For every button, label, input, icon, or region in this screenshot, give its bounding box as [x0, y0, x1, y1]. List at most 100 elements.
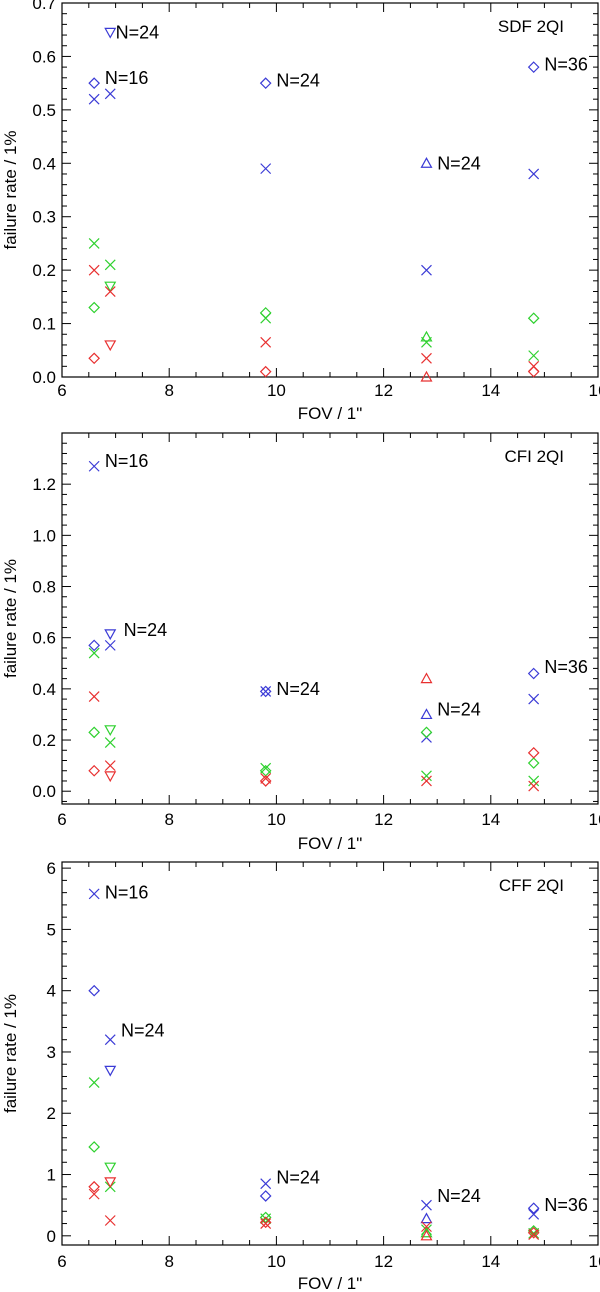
data-point-diamond-blue	[88, 984, 101, 997]
y-tick-label: 0.7	[32, 0, 56, 13]
plot-frame	[61, 432, 599, 805]
data-point-diamond-green	[420, 726, 433, 739]
data-point-triangle-down-green	[104, 1162, 117, 1174]
y-tick-label: 0.0	[32, 782, 56, 801]
data-point-x-blue	[421, 264, 432, 276]
data-point-x-red	[260, 772, 272, 784]
data-point-diamond-red	[259, 365, 272, 378]
data-point-x-red	[260, 1218, 272, 1229]
data-point-triangle-down-blue	[104, 27, 117, 39]
data-point-x-green	[421, 336, 432, 348]
data-point-diamond-red	[88, 1180, 101, 1193]
y-tick-label: 0.8	[32, 578, 56, 597]
data-point-diamond-blue	[527, 61, 540, 73]
n-annotation: N=24	[276, 679, 320, 699]
y-tick-label: 5	[47, 920, 56, 939]
data-point-x-red	[104, 286, 116, 297]
data-point-x-blue	[260, 685, 272, 697]
x-tick-label: 6	[57, 381, 66, 400]
x-tick-label: 10	[267, 381, 286, 400]
y-axis-title: failure rate / 1%	[1, 994, 20, 1113]
n-annotation: N=36	[544, 1195, 588, 1215]
data-point-diamond-blue	[259, 77, 272, 89]
data-point-x-green	[528, 350, 540, 362]
y-tick-label: 0.3	[32, 208, 56, 227]
y-tick-label: 0.5	[32, 101, 56, 120]
data-point-x-blue	[421, 1199, 432, 1211]
n-annotation: N=24	[437, 153, 481, 173]
n-annotation: N=24	[124, 620, 168, 640]
data-point-diamond-blue	[88, 77, 101, 89]
data-point-x-blue	[104, 639, 116, 651]
plot-frame	[61, 2, 599, 378]
chart-panel-1: 6 8 10 12 14 16 0.0 0.1 0.2 0.3 0.4 0.5 0.6 0.7 FOV / …	[1, 0, 600, 423]
y-axis-title: failure rate / 1%	[1, 130, 20, 249]
data-point-triangle-down-green	[104, 281, 117, 293]
y-tick-label: 0.6	[32, 47, 56, 66]
data-point-x-green	[88, 647, 100, 659]
n-annotation: N=24	[276, 70, 320, 90]
y-tick-label: 6	[47, 859, 56, 878]
data-point-diamond-blue	[527, 667, 540, 680]
x-tick-label: 12	[374, 1252, 393, 1271]
chart-panel-3: 68101214160123456FOV / 1"failure rate / …	[1, 859, 600, 1292]
n-annotation: N=24	[437, 1186, 481, 1206]
data-point-triangle-up-red	[420, 1229, 433, 1241]
data-point-diamond-blue	[259, 685, 272, 698]
n-annotation: N=24	[121, 1021, 165, 1041]
plot-frame	[61, 861, 599, 1246]
x-tick-label: 12	[374, 381, 393, 400]
n-annotation: N=16	[105, 883, 149, 903]
x-tick-label: 6	[57, 810, 66, 829]
data-point-triangle-up-blue	[420, 708, 433, 720]
data-point-x-green	[260, 312, 272, 324]
y-tick-label: 0.2	[32, 261, 56, 280]
data-point-diamond-green	[527, 312, 540, 325]
data-point-triangle-down-blue	[104, 1065, 117, 1077]
data-point-x-red	[104, 760, 116, 772]
data-point-x-red	[421, 775, 432, 787]
panel-title: CFI 2QI	[504, 447, 564, 466]
n-annotation: N=24	[276, 1168, 320, 1188]
data-point-diamond-red	[88, 352, 101, 365]
x-tick-label: 16	[589, 810, 600, 829]
data-point-x-blue	[528, 693, 540, 705]
data-point-diamond-red	[88, 764, 101, 777]
x-tick-label: 16	[589, 1252, 600, 1271]
data-point-x-red	[88, 264, 100, 276]
data-point-x-green	[421, 770, 432, 782]
x-tick-label: 14	[481, 1252, 500, 1271]
data-point-x-red	[421, 1221, 432, 1233]
data-point-triangle-down-red	[104, 771, 117, 783]
y-tick-label: 1.0	[32, 526, 56, 545]
data-point-x-red	[88, 691, 100, 702]
data-point-diamond-blue	[259, 1190, 272, 1202]
y-tick-label: 0.0	[32, 368, 56, 387]
x-tick-label: 8	[164, 810, 173, 829]
n-annotation: N=24	[116, 22, 160, 42]
data-point-diamond-blue	[88, 639, 101, 652]
data-point-triangle-down-green	[104, 725, 117, 737]
data-point-x-green	[528, 1227, 540, 1239]
data-point-x-blue	[88, 888, 100, 900]
data-point-triangle-down-red	[104, 340, 117, 352]
data-point-x-green	[260, 762, 272, 774]
data-point-diamond-red	[527, 746, 540, 759]
data-point-x-green	[88, 1077, 100, 1089]
data-point-x-green	[88, 238, 100, 249]
panel-title: CFF 2QI	[499, 876, 564, 895]
x-tick-label: 16	[589, 381, 600, 400]
data-point-triangle-up-red	[420, 370, 433, 382]
data-point-diamond-red	[527, 365, 540, 378]
data-point-diamond-green	[527, 757, 540, 769]
data-point-x-blue	[528, 1208, 540, 1220]
data-point-triangle-up-blue	[420, 1212, 433, 1224]
x-tick-label: 10	[267, 1252, 286, 1271]
y-tick-label: 1.2	[32, 475, 56, 494]
x-tick-label: 10	[267, 810, 286, 829]
data-point-triangle-up-green	[420, 1226, 433, 1238]
chart-panel-2: 6 8 10 12 14 16 0.0 0.2 0.4 0.6 0.8 1.0 1.2 FOV / 1" f…	[1, 432, 600, 853]
data-point-triangle-up-green	[420, 330, 433, 342]
data-point-diamond-green	[88, 301, 101, 314]
